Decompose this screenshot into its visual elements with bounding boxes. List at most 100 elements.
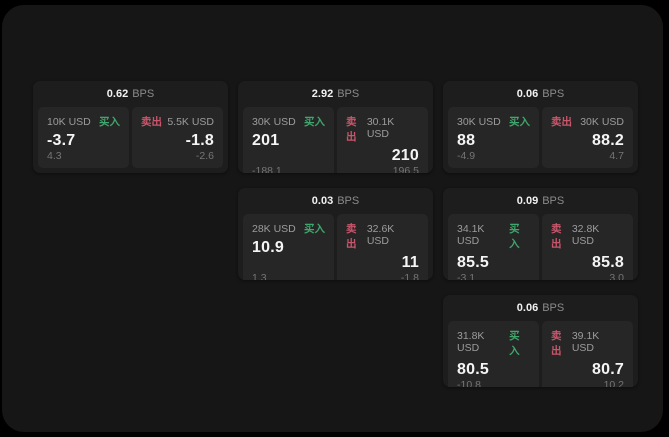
sell-quote-panel[interactable]: 卖出 5.5K USD -1.8 -2.6	[132, 107, 223, 168]
sell-amount: 32.8K USD	[571, 223, 600, 247]
sell-quote-panel[interactable]: 卖出 30.1K USD 210 196.5	[337, 107, 428, 173]
bps-header: 2.92 BPS	[238, 81, 433, 107]
sell-sub-value: 10.2	[603, 379, 624, 387]
sell-amount: 30.1K USD	[366, 116, 395, 140]
bps-value: 0.06	[516, 88, 539, 100]
bps-header: 0.06 BPS	[443, 81, 638, 107]
buy-amount: 10K USD	[47, 116, 91, 128]
sell-amount: 32.6K USD	[366, 223, 395, 247]
buy-panel-top: 31.8K USD 买入	[457, 328, 530, 358]
buy-price: 80.5	[457, 361, 489, 378]
sell-panel-top: 卖出 32.8K USD	[551, 221, 624, 251]
sell-side-label: 卖出	[551, 330, 562, 357]
quote-card: 0.03 BPS 28K USD 买入 10.9 1.3 卖出	[238, 188, 433, 280]
buy-price: 85.5	[457, 254, 489, 271]
sell-side-label: 卖出	[551, 116, 572, 128]
sell-side-label: 卖出	[346, 223, 357, 250]
buy-panel-top: 30K USD 买入	[457, 114, 530, 129]
sell-sub-value: 3.0	[609, 272, 624, 280]
buy-price: 10.9	[252, 239, 284, 256]
bps-value: 0.62	[106, 88, 129, 100]
buy-quote-panel[interactable]: 10K USD 买入 -3.7 4.3	[38, 107, 129, 168]
sell-side-label: 卖出	[551, 223, 562, 250]
sell-price: 88.2	[592, 132, 624, 149]
buy-sub-value: 1.3	[252, 272, 267, 280]
buy-side-label: 买入	[304, 223, 325, 235]
buy-quote-panel[interactable]: 34.1K USD 买入 85.5 -3.1	[448, 214, 539, 280]
sell-quote-panel[interactable]: 卖出 32.6K USD 11 -1.8	[337, 214, 428, 280]
bps-suffix-label: BPS	[337, 195, 360, 207]
buy-panel-top: 30K USD 买入	[252, 114, 325, 129]
sell-quote-panel[interactable]: 卖出 30K USD 88.2 4.7	[542, 107, 633, 168]
quote-body: 30K USD 买入 201 -188.1 卖出 30.1K USD 210 1…	[238, 107, 433, 173]
quote-card: 0.06 BPS 31.8K USD 买入 80.5 -10.8 卖	[443, 295, 638, 387]
buy-amount: 31.8K USD	[457, 330, 485, 354]
sell-sub-value: 196.5	[392, 165, 419, 173]
buy-quote-panel[interactable]: 28K USD 买入 10.9 1.3	[243, 214, 334, 280]
bps-suffix-label: BPS	[542, 195, 565, 207]
buy-side-label: 买入	[99, 116, 120, 128]
buy-side-label: 买入	[304, 116, 325, 128]
sell-price: 11	[401, 254, 419, 271]
app-surface: 0.62 BPS 10K USD 买入 -3.7 4.3 卖出	[2, 5, 663, 432]
quote-card-grid: 0.62 BPS 10K USD 买入 -3.7 4.3 卖出	[33, 81, 638, 387]
buy-sub-value: -4.9	[457, 150, 476, 162]
buy-side-label: 买入	[509, 116, 530, 128]
buy-amount: 28K USD	[252, 223, 296, 235]
buy-sub-value: -188.1	[252, 165, 282, 173]
buy-sub-value: 4.3	[47, 150, 62, 162]
sell-quote-panel[interactable]: 卖出 32.8K USD 85.8 3.0	[542, 214, 633, 280]
quote-card: 0.06 BPS 30K USD 买入 88 -4.9 卖出	[443, 81, 638, 173]
bps-value: 0.09	[516, 195, 539, 207]
sell-panel-top: 卖出 39.1K USD	[551, 328, 624, 358]
buy-amount: 30K USD	[457, 116, 501, 128]
bps-suffix-label: BPS	[132, 88, 155, 100]
buy-sub-value: -3.1	[457, 272, 476, 280]
bps-value: 0.06	[516, 302, 539, 314]
bps-suffix-label: BPS	[542, 88, 565, 100]
bps-header: 0.62 BPS	[33, 81, 228, 107]
quote-body: 30K USD 买入 88 -4.9 卖出 30K USD 88.2 4.7	[443, 107, 638, 173]
sell-amount: 30K USD	[580, 116, 624, 128]
quote-body: 34.1K USD 买入 85.5 -3.1 卖出 32.8K USD 85.8…	[443, 214, 638, 280]
buy-amount: 34.1K USD	[457, 223, 485, 247]
quote-card: 0.62 BPS 10K USD 买入 -3.7 4.3 卖出	[33, 81, 228, 173]
buy-side-label: 买入	[509, 223, 520, 250]
sell-sub-value: -1.8	[400, 272, 419, 280]
sell-price: 210	[391, 147, 419, 164]
buy-amount: 30K USD	[252, 116, 296, 128]
sell-side-label: 卖出	[141, 116, 162, 128]
sell-price: 85.8	[592, 254, 624, 271]
buy-price: -3.7	[47, 132, 76, 149]
buy-quote-panel[interactable]: 31.8K USD 买入 80.5 -10.8	[448, 321, 539, 387]
bps-suffix-label: BPS	[337, 88, 360, 100]
sell-sub-value: -2.6	[195, 150, 214, 162]
bps-value: 0.03	[311, 195, 334, 207]
bps-value: 2.92	[311, 88, 334, 100]
buy-price: 201	[252, 132, 280, 149]
sell-panel-top: 卖出 32.6K USD	[346, 221, 419, 251]
sell-side-label: 卖出	[346, 116, 357, 143]
sell-sub-value: 4.7	[609, 150, 624, 162]
buy-price: 88	[457, 132, 476, 149]
buy-quote-panel[interactable]: 30K USD 买入 201 -188.1	[243, 107, 334, 173]
buy-panel-top: 10K USD 买入	[47, 114, 120, 129]
buy-panel-top: 34.1K USD 买入	[457, 221, 530, 251]
quote-body: 10K USD 买入 -3.7 4.3 卖出 5.5K USD -1.8 -2.…	[33, 107, 228, 173]
quote-card: 0.09 BPS 34.1K USD 买入 85.5 -3.1 卖出	[443, 188, 638, 280]
sell-panel-top: 卖出 5.5K USD	[141, 114, 214, 129]
sell-price: 80.7	[592, 361, 624, 378]
bps-header: 0.09 BPS	[443, 188, 638, 214]
bps-header: 0.03 BPS	[238, 188, 433, 214]
buy-side-label: 买入	[509, 330, 520, 357]
buy-sub-value: -10.8	[457, 379, 481, 387]
sell-quote-panel[interactable]: 卖出 39.1K USD 80.7 10.2	[542, 321, 633, 387]
sell-amount: 39.1K USD	[571, 330, 600, 354]
sell-amount: 5.5K USD	[167, 116, 214, 128]
sell-panel-top: 卖出 30.1K USD	[346, 114, 419, 144]
sell-panel-top: 卖出 30K USD	[551, 114, 624, 129]
buy-panel-top: 28K USD 买入	[252, 221, 325, 236]
bps-header: 0.06 BPS	[443, 295, 638, 321]
buy-quote-panel[interactable]: 30K USD 买入 88 -4.9	[448, 107, 539, 168]
